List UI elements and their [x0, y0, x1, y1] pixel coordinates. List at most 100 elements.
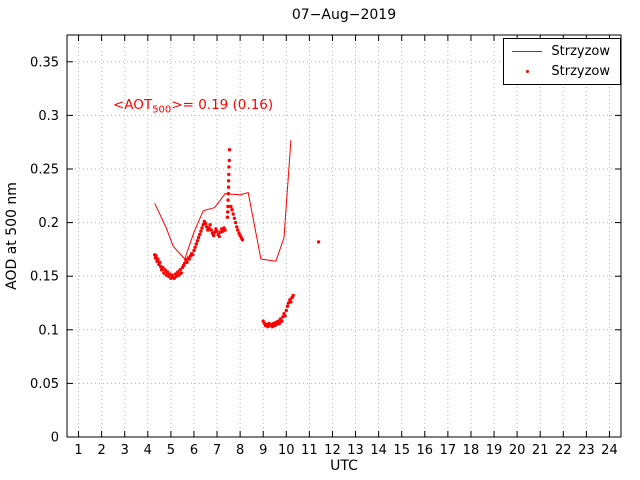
data-point	[233, 220, 238, 225]
x-tick-label: 22	[555, 443, 572, 458]
data-point	[230, 208, 234, 212]
mean-aot-annotation: <AOT500>= 0.19 (0.16)	[113, 97, 273, 116]
data-point	[215, 229, 219, 233]
y-tick-label: 0.2	[38, 216, 59, 231]
data-point	[226, 192, 231, 196]
x-tick-label: 21	[532, 443, 549, 458]
y-tick-label: 0.3	[38, 109, 59, 124]
grid-lines	[67, 35, 621, 438]
x-tick-label: 2	[97, 443, 105, 458]
data-series-layer	[153, 140, 321, 329]
legend-line-marker	[512, 47, 543, 57]
legend-label-dot: Strzyzow	[551, 64, 610, 79]
data-point	[280, 319, 284, 323]
data-point	[161, 265, 165, 270]
legend-entry-line: Strzyzow	[512, 44, 610, 59]
data-point	[229, 204, 233, 209]
x-tick-label: 17	[440, 443, 457, 458]
data-point	[227, 172, 231, 177]
y-tick-label: 0.15	[30, 270, 59, 285]
data-point	[172, 276, 176, 280]
data-point	[316, 240, 321, 244]
data-point	[226, 198, 230, 202]
x-tick-label: 19	[486, 443, 503, 458]
data-point	[226, 204, 230, 209]
data-point	[289, 300, 293, 304]
data-point	[176, 270, 180, 274]
data-point	[158, 260, 162, 264]
x-tick-label: 15	[393, 443, 410, 458]
data-point	[162, 271, 166, 275]
data-point	[207, 226, 211, 230]
x-tick-label: 24	[601, 443, 618, 458]
x-tick-label: 7	[213, 443, 221, 458]
legend: Strzyzow Strzyzow	[503, 38, 621, 85]
x-tick-label: 9	[259, 443, 267, 458]
data-point	[194, 242, 198, 246]
data-point	[277, 321, 282, 326]
data-point	[284, 308, 288, 313]
data-point	[179, 271, 183, 275]
data-point	[203, 222, 208, 226]
data-point	[209, 228, 213, 232]
data-point	[196, 235, 201, 240]
data-point	[191, 253, 195, 257]
legend-entry-dot: Strzyzow	[512, 64, 610, 79]
x-tick-label: 5	[167, 443, 175, 458]
data-point	[185, 260, 189, 264]
y-tick-label: 0.1	[38, 323, 59, 338]
legend-dot-marker	[512, 67, 542, 77]
data-point	[195, 239, 200, 243]
data-point	[225, 215, 230, 219]
x-tick-label: 1	[74, 443, 82, 458]
chart-title: 07−Aug−2019	[292, 7, 396, 23]
x-tick-label: 13	[347, 443, 364, 458]
data-point	[291, 293, 295, 298]
x-axis-label: UTC	[330, 458, 358, 474]
x-tick-label: 12	[324, 443, 341, 458]
data-point	[193, 245, 197, 249]
y-axis-label: AOD at 500 nm	[4, 182, 20, 290]
y-tick-label: 0	[51, 431, 59, 446]
data-point	[227, 158, 231, 163]
data-point	[283, 314, 287, 318]
data-point	[227, 148, 232, 152]
data-point	[226, 185, 231, 189]
x-tick-label: 14	[370, 443, 387, 458]
annotation-subscript: 500	[152, 104, 172, 116]
data-point	[232, 216, 237, 220]
data-point	[178, 268, 182, 272]
data-point	[235, 225, 239, 229]
x-tick-label: 3	[121, 443, 129, 458]
annotation-suffix: >= 0.19 (0.16)	[171, 97, 274, 113]
data-point	[187, 257, 191, 261]
data-point	[227, 165, 231, 169]
y-tick-label: 0.05	[30, 377, 59, 392]
x-tick-label: 18	[463, 443, 480, 458]
data-point	[165, 270, 170, 274]
data-point	[199, 229, 203, 233]
x-tick-label: 23	[578, 443, 595, 458]
x-tick-label: 8	[236, 443, 244, 458]
data-point	[200, 226, 204, 230]
x-tick-label: 20	[509, 443, 526, 458]
data-point	[226, 210, 230, 214]
data-point	[156, 257, 160, 261]
x-tick-label: 6	[190, 443, 198, 458]
data-point	[154, 254, 158, 258]
data-point	[198, 232, 202, 237]
x-tick-label: 11	[301, 443, 318, 458]
x-tick-label: 10	[278, 443, 295, 458]
data-point	[177, 273, 181, 277]
data-point	[240, 238, 245, 242]
x-tick-label: 4	[144, 443, 152, 458]
data-point	[163, 268, 167, 272]
y-tick-label: 0.25	[30, 163, 59, 178]
data-point	[192, 248, 196, 253]
y-tick-label: 0.35	[30, 55, 59, 70]
data-line-series	[154, 140, 292, 262]
data-point	[236, 228, 240, 232]
data-point	[226, 179, 231, 183]
data-point	[285, 304, 290, 308]
